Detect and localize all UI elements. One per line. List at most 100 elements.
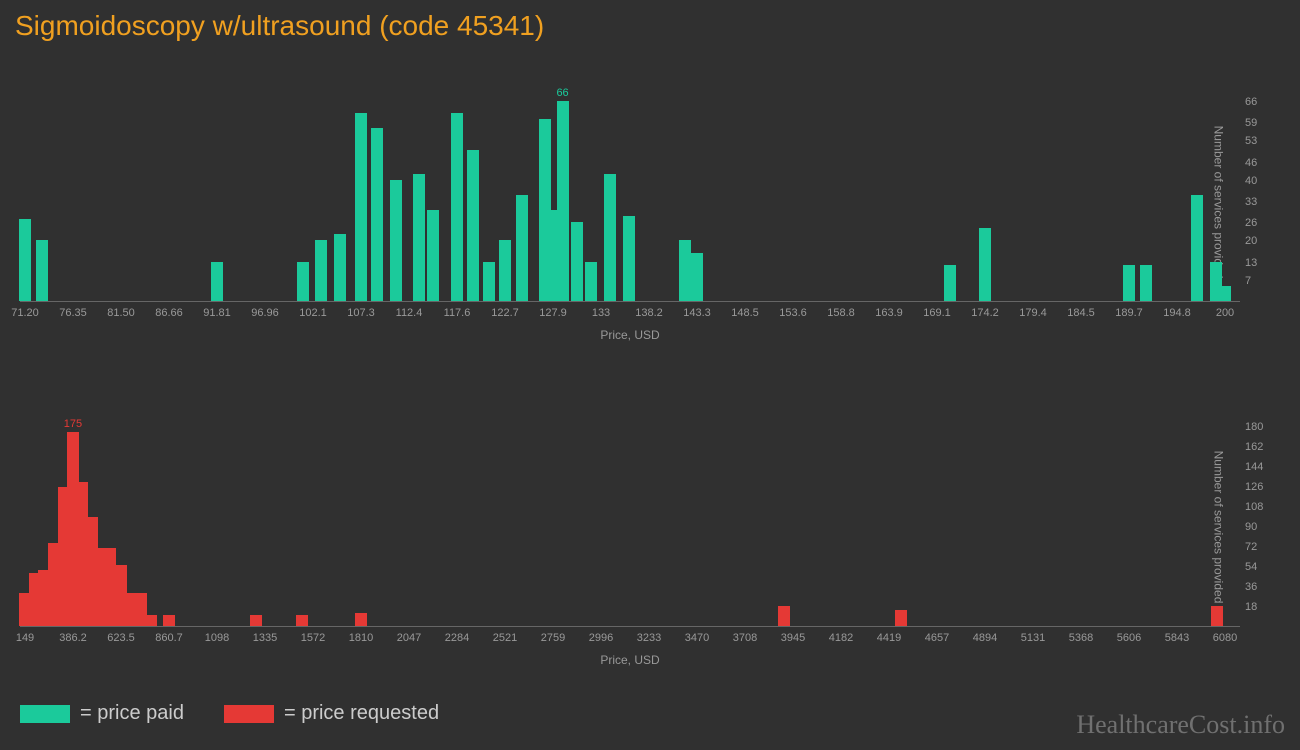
- x-tick-label: 2521: [493, 632, 517, 644]
- x-tick-label: 148.5: [731, 307, 759, 319]
- y-tick-label: 18: [1245, 601, 1257, 613]
- x-tick-label: 174.2: [971, 307, 999, 319]
- x-tick-label: 2996: [589, 632, 613, 644]
- x-tick-label: 81.50: [107, 307, 135, 319]
- bars-container-bottom: 1836547290108126144162180 Number of serv…: [20, 427, 1240, 627]
- y-axis-label-bottom: Number of services provided: [1212, 450, 1226, 603]
- x-tick-label: 1810: [349, 632, 373, 644]
- y-tick-label: 33: [1245, 196, 1257, 208]
- histogram-bar: [1219, 286, 1231, 301]
- legend-label-requested: = price requested: [284, 702, 439, 725]
- x-tick-label: 127.9: [539, 307, 567, 319]
- page-title: Sigmoidoscopy w/ultrasound (code 45341): [0, 0, 1300, 47]
- x-tick-label: 1335: [253, 632, 277, 644]
- legend-item-paid: = price paid: [20, 702, 184, 725]
- y-tick-label: 108: [1245, 501, 1263, 513]
- x-tick-label: 91.81: [203, 307, 231, 319]
- x-tick-label: 2759: [541, 632, 565, 644]
- x-tick-label: 5131: [1021, 632, 1045, 644]
- chart-price-paid: 7132026334046535966 Number of services p…: [20, 102, 1240, 332]
- x-tick-label: 4894: [973, 632, 997, 644]
- histogram-bar: [691, 253, 703, 301]
- histogram-bar: [334, 234, 346, 301]
- x-tick-label: 71.20: [11, 307, 39, 319]
- legend-item-requested: = price requested: [224, 702, 439, 725]
- x-tick-label: 133: [592, 307, 610, 319]
- x-tick-label: 158.8: [827, 307, 855, 319]
- x-ticks-top: 71.2076.3581.5086.6691.8196.96102.1107.3…: [20, 307, 1240, 322]
- y-tick-label: 72: [1245, 541, 1257, 553]
- histogram-bar: [315, 240, 327, 301]
- histogram-bar: [499, 240, 511, 301]
- watermark: HealthcareCost.info: [1076, 710, 1285, 740]
- x-tick-label: 3708: [733, 632, 757, 644]
- histogram-bar: [19, 219, 31, 301]
- x-tick-label: 3470: [685, 632, 709, 644]
- x-ticks-bottom: 149386.2623.5860.71098133515721810204722…: [20, 632, 1240, 647]
- x-tick-label: 86.66: [155, 307, 183, 319]
- histogram-bar: [36, 240, 48, 301]
- histogram-bar: [427, 210, 439, 301]
- y-tick-label: 144: [1245, 461, 1263, 473]
- x-tick-label: 153.6: [779, 307, 807, 319]
- histogram-bar: [516, 195, 528, 301]
- histogram-bar: [296, 615, 308, 626]
- y-tick-label: 180: [1245, 421, 1263, 433]
- histogram-bar: [297, 262, 309, 301]
- y-ticks-top: 7132026334046535966: [1245, 102, 1275, 302]
- y-tick-label: 26: [1245, 217, 1257, 229]
- histogram-bar: [1191, 195, 1203, 301]
- x-tick-label: 138.2: [635, 307, 663, 319]
- histogram-bar: [1211, 606, 1223, 626]
- y-tick-label: 162: [1245, 441, 1263, 453]
- y-tick-label: 13: [1245, 257, 1257, 269]
- histogram-bar: [571, 222, 583, 301]
- x-tick-label: 149: [16, 632, 34, 644]
- x-tick-label: 163.9: [875, 307, 903, 319]
- histogram-bar: [979, 228, 991, 301]
- histogram-bar: [604, 174, 616, 301]
- x-tick-label: 5368: [1069, 632, 1093, 644]
- histogram-bar: [944, 265, 956, 301]
- histogram-bar: [390, 180, 402, 301]
- x-tick-label: 6080: [1213, 632, 1237, 644]
- bars-container-top: 7132026334046535966 Number of services p…: [20, 102, 1240, 302]
- histogram-bar: [371, 128, 383, 301]
- x-tick-label: 860.7: [155, 632, 183, 644]
- histogram-bar: [1140, 265, 1152, 301]
- x-tick-label: 4657: [925, 632, 949, 644]
- x-tick-label: 200: [1216, 307, 1234, 319]
- y-tick-label: 126: [1245, 481, 1263, 493]
- x-tick-label: 189.7: [1115, 307, 1143, 319]
- histogram-bar: [145, 615, 157, 626]
- x-tick-label: 117.6: [444, 307, 471, 319]
- histogram-bar: [557, 101, 569, 301]
- histogram-bar: [211, 262, 223, 301]
- histogram-bar: [467, 150, 479, 302]
- histogram-bar: [451, 113, 463, 301]
- y-axis-label-top: Number of services provided: [1212, 125, 1226, 278]
- x-tick-label: 3945: [781, 632, 805, 644]
- y-tick-label: 53: [1245, 135, 1257, 147]
- x-tick-label: 96.96: [251, 307, 279, 319]
- x-tick-label: 1098: [205, 632, 229, 644]
- x-tick-label: 169.1: [923, 307, 951, 319]
- x-tick-label: 386.2: [59, 632, 87, 644]
- y-tick-label: 54: [1245, 561, 1257, 573]
- peak-label: 66: [556, 87, 568, 99]
- histogram-bar: [623, 216, 635, 301]
- x-tick-label: 112.4: [396, 307, 423, 319]
- x-tick-label: 102.1: [299, 307, 327, 319]
- x-tick-label: 4419: [877, 632, 901, 644]
- y-tick-label: 59: [1245, 117, 1257, 129]
- legend-swatch-green: [20, 705, 70, 723]
- x-tick-label: 143.3: [683, 307, 711, 319]
- histogram-bar: [1123, 265, 1135, 301]
- peak-label: 175: [64, 418, 82, 430]
- x-tick-label: 623.5: [107, 632, 135, 644]
- chart-price-requested: 1836547290108126144162180 Number of serv…: [20, 427, 1240, 657]
- x-tick-label: 194.8: [1163, 307, 1191, 319]
- x-tick-label: 1572: [301, 632, 325, 644]
- histogram-bar: [413, 174, 425, 301]
- x-tick-label: 5606: [1117, 632, 1141, 644]
